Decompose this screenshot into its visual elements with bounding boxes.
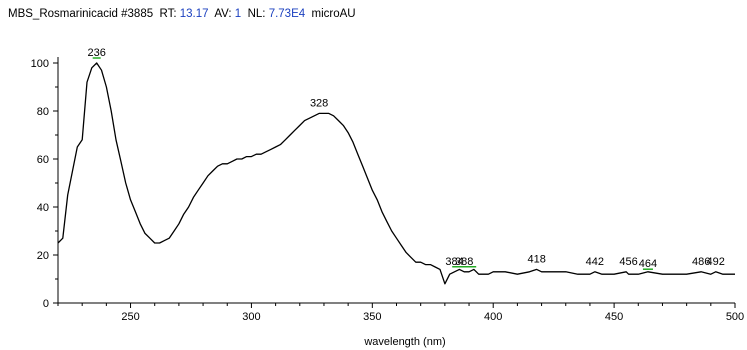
peak-label-418: 418 [528,253,546,265]
chart-ticks: 250 300 350 400 450 500 0 20 40 60 80 100 [31,58,745,323]
sample-name: MBS_Rosmarinicacid [8,8,118,20]
peak-label-492: 492 [706,256,724,268]
y-tick-label: 0 [43,298,49,310]
peak-label-328: 328 [310,97,328,109]
nl-label: NL: [247,8,266,20]
peak-label-456: 456 [619,256,637,268]
x-tick-label: 400 [484,311,502,323]
x-tick-label: 300 [242,311,260,323]
x-axis-label: wavelength (nm) [363,336,445,348]
chromatogram-header: MBS_Rosmarinicacid #3885 RT: 13.17 AV: 1… [8,8,356,20]
peak-label-384: 384 [445,256,463,268]
spectrum-line-0 [57,62,735,285]
peak-label-464: 464 [639,258,657,270]
x-tick-label: 350 [363,311,381,323]
y-tick-label: 40 [37,202,49,214]
chart-markers [92,57,653,270]
peak-label-236: 236 [88,47,106,59]
x-tick-label: 500 [726,311,744,323]
x-tick-label: 250 [121,311,139,323]
units-label: microAU [311,8,356,20]
peak-label-442: 442 [586,256,604,268]
peak-label-486: 486 [692,256,710,268]
y-tick-label: 100 [31,58,49,70]
chart-series [57,62,735,285]
y-tick-label: 80 [37,106,49,118]
av-label: AV: [214,8,232,20]
av-value: 1 [234,8,242,20]
y-tick-label: 20 [37,250,49,262]
rt-value: 13.17 [179,8,209,20]
rt-label: RT: [159,8,177,20]
y-tick-label: 60 [37,154,49,166]
nl-value: 7.73E4 [268,8,306,20]
peak-label-388: 388 [455,256,473,268]
scan-number: #3885 [121,8,154,20]
x-tick-label: 450 [605,311,623,323]
